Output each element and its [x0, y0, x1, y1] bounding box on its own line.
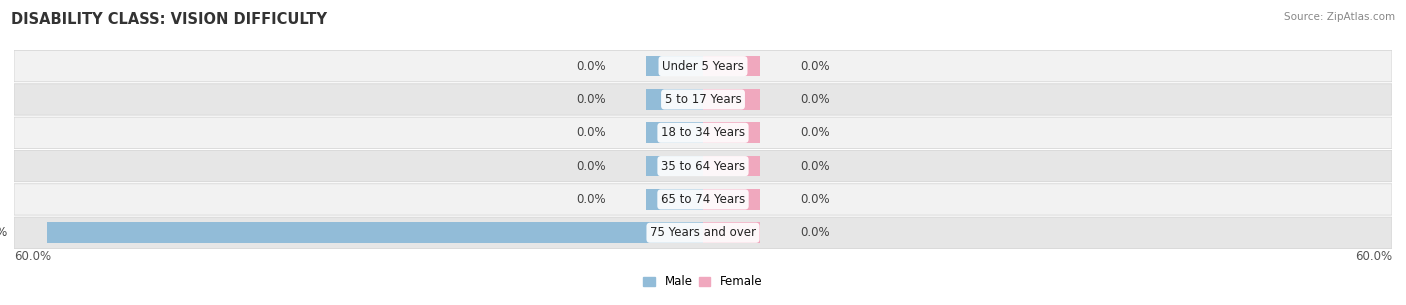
Bar — [703, 156, 761, 177]
Text: 75 Years and over: 75 Years and over — [650, 226, 756, 239]
Text: 0.0%: 0.0% — [800, 160, 830, 173]
Bar — [645, 56, 703, 77]
Text: 60.0%: 60.0% — [14, 250, 51, 263]
Bar — [645, 122, 703, 143]
Text: 0.0%: 0.0% — [576, 126, 606, 139]
Text: 35 to 64 Years: 35 to 64 Years — [661, 160, 745, 173]
Text: Source: ZipAtlas.com: Source: ZipAtlas.com — [1284, 12, 1395, 22]
Text: 57.1%: 57.1% — [0, 226, 7, 239]
Text: 18 to 34 Years: 18 to 34 Years — [661, 126, 745, 139]
Text: 0.0%: 0.0% — [576, 160, 606, 173]
Bar — [645, 156, 703, 177]
Bar — [645, 189, 703, 210]
Bar — [703, 222, 761, 243]
Bar — [645, 89, 703, 110]
Text: 0.0%: 0.0% — [800, 226, 830, 239]
FancyBboxPatch shape — [14, 50, 1392, 82]
FancyBboxPatch shape — [14, 117, 1392, 149]
Text: 0.0%: 0.0% — [576, 193, 606, 206]
Text: 0.0%: 0.0% — [800, 193, 830, 206]
FancyBboxPatch shape — [14, 150, 1392, 182]
FancyBboxPatch shape — [14, 217, 1392, 249]
Text: DISABILITY CLASS: VISION DIFFICULTY: DISABILITY CLASS: VISION DIFFICULTY — [11, 12, 328, 27]
Legend: Male, Female: Male, Female — [644, 275, 762, 289]
Text: Under 5 Years: Under 5 Years — [662, 60, 744, 73]
Bar — [703, 89, 761, 110]
Text: 0.0%: 0.0% — [800, 60, 830, 73]
Bar — [703, 189, 761, 210]
Text: 65 to 74 Years: 65 to 74 Years — [661, 193, 745, 206]
Text: 0.0%: 0.0% — [576, 60, 606, 73]
Text: 0.0%: 0.0% — [800, 93, 830, 106]
Bar — [703, 56, 761, 77]
Text: 60.0%: 60.0% — [1355, 250, 1392, 263]
FancyBboxPatch shape — [14, 84, 1392, 115]
Text: 0.0%: 0.0% — [800, 126, 830, 139]
Text: 5 to 17 Years: 5 to 17 Years — [665, 93, 741, 106]
FancyBboxPatch shape — [14, 184, 1392, 215]
Text: 0.0%: 0.0% — [576, 93, 606, 106]
Bar — [48, 222, 703, 243]
Bar — [703, 122, 761, 143]
